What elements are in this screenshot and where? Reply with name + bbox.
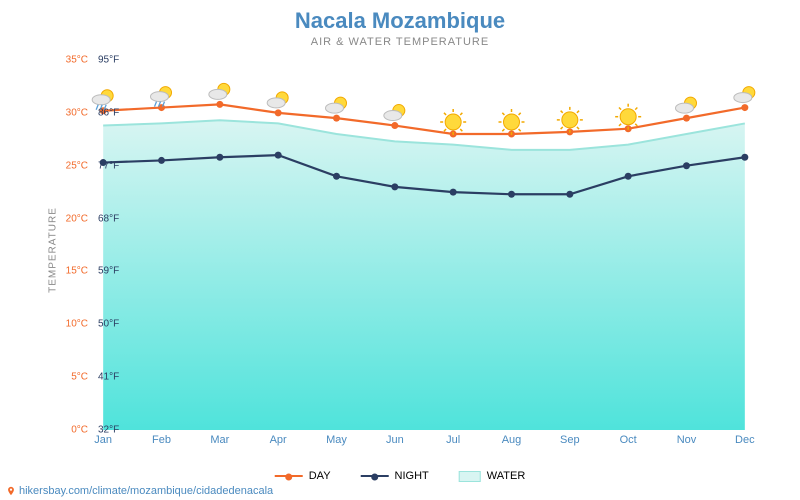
xtick: Dec bbox=[735, 434, 755, 446]
weather-cloudsun-icon bbox=[267, 92, 288, 108]
legend: DAY NIGHT WATER bbox=[275, 470, 526, 482]
xtick: Jun bbox=[386, 434, 404, 446]
ytick-c: 5°C bbox=[71, 372, 88, 383]
night-point bbox=[450, 189, 457, 196]
ytick-f: 41°F bbox=[98, 372, 119, 383]
day-point bbox=[741, 104, 748, 111]
day-point bbox=[216, 101, 223, 108]
legend-night-label: NIGHT bbox=[395, 470, 429, 482]
day-point bbox=[391, 122, 398, 129]
weather-rain-icon bbox=[151, 87, 172, 107]
chart-title: Nacala Mozambique bbox=[0, 8, 800, 34]
day-point bbox=[275, 109, 282, 116]
legend-day: DAY bbox=[275, 470, 331, 482]
ytick-f: 50°F bbox=[98, 319, 119, 330]
night-point bbox=[741, 154, 748, 161]
ytick-c: 15°C bbox=[66, 266, 88, 277]
ytick-f: 95°F bbox=[98, 55, 119, 66]
legend-day-label: DAY bbox=[309, 470, 331, 482]
weather-cloudsun-icon bbox=[326, 97, 347, 113]
xtick: Aug bbox=[502, 434, 522, 446]
water-area bbox=[103, 120, 745, 430]
ytick-c: 30°C bbox=[66, 107, 88, 118]
night-point bbox=[508, 191, 515, 198]
legend-water: WATER bbox=[459, 470, 526, 482]
ytick-f: 77°F bbox=[98, 160, 119, 171]
credit-text: hikersbay.com/climate/mozambique/cidaded… bbox=[19, 485, 273, 497]
chart-plot-area bbox=[74, 60, 774, 430]
xtick: Feb bbox=[152, 434, 171, 446]
ytick-c: 0°C bbox=[71, 425, 88, 436]
ytick-f: 86°F bbox=[98, 107, 119, 118]
night-point bbox=[391, 183, 398, 190]
chart-subtitle: AIR & WATER TEMPERATURE bbox=[0, 36, 800, 48]
ytick-f: 59°F bbox=[98, 266, 119, 277]
night-point bbox=[683, 162, 690, 169]
weather-cloudsun-icon bbox=[676, 97, 697, 113]
xtick: Sep bbox=[560, 434, 580, 446]
ytick-f: 68°F bbox=[98, 213, 119, 224]
ytick-c: 10°C bbox=[66, 319, 88, 330]
day-point bbox=[683, 115, 690, 122]
chart-svg bbox=[74, 60, 774, 430]
ytick-c: 25°C bbox=[66, 160, 88, 171]
night-point bbox=[333, 173, 340, 180]
night-point bbox=[216, 154, 223, 161]
day-point bbox=[333, 115, 340, 122]
ytick-c: 20°C bbox=[66, 213, 88, 224]
weather-cloudsun-icon bbox=[384, 105, 405, 121]
xtick: Apr bbox=[270, 434, 287, 446]
night-point bbox=[275, 152, 282, 159]
night-point bbox=[625, 173, 632, 180]
weather-cloudsun-icon bbox=[209, 83, 230, 99]
night-point bbox=[566, 191, 573, 198]
y-axis-title: TEMPERATURE bbox=[47, 207, 58, 293]
title-block: Nacala Mozambique AIR & WATER TEMPERATUR… bbox=[0, 0, 800, 48]
xtick: Jan bbox=[94, 434, 112, 446]
source-credit: hikersbay.com/climate/mozambique/cidaded… bbox=[6, 485, 273, 497]
legend-night: NIGHT bbox=[361, 470, 429, 482]
xtick: May bbox=[326, 434, 347, 446]
night-point bbox=[158, 157, 165, 164]
xtick: Mar bbox=[210, 434, 229, 446]
weather-cloudsun-icon bbox=[734, 87, 755, 103]
xtick: Oct bbox=[620, 434, 637, 446]
ytick-c: 35°C bbox=[66, 55, 88, 66]
map-pin-icon bbox=[6, 486, 16, 496]
xtick: Jul bbox=[446, 434, 460, 446]
xtick: Nov bbox=[677, 434, 697, 446]
legend-water-label: WATER bbox=[487, 470, 526, 482]
